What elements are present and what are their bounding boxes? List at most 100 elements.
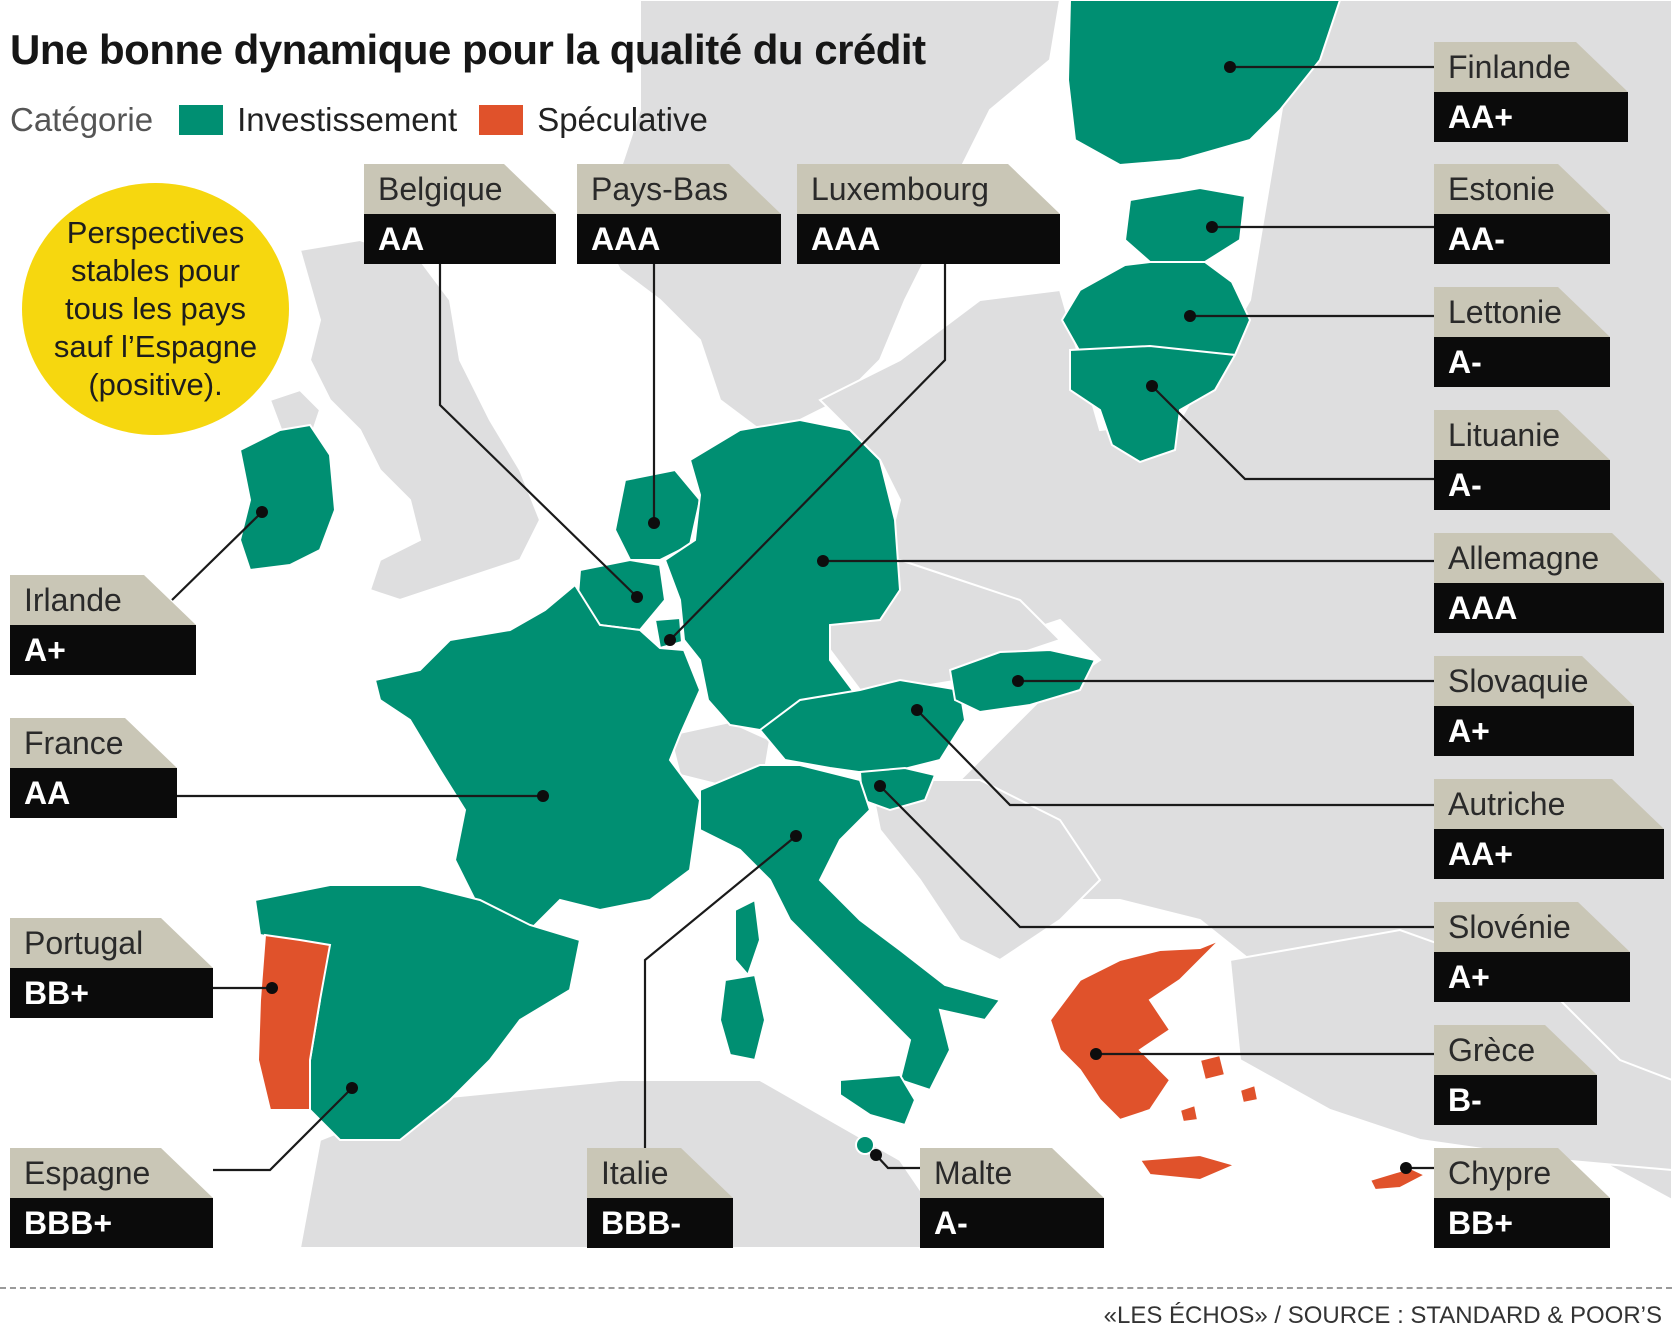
- leader-slovenie-dot: [874, 780, 886, 792]
- legend-text-speculative: Spéculative: [537, 101, 708, 138]
- investment-land: [238, 0, 1342, 1155]
- label-rating: A+: [1434, 952, 1630, 1002]
- label-name: Estonie: [1434, 164, 1610, 214]
- label-slovaquie: Slovaquie A+: [1434, 656, 1634, 756]
- legend-text-investment: Investissement: [237, 101, 458, 138]
- legend-item-speculative: Spéculative: [479, 101, 708, 139]
- label-name: Chypre: [1434, 1148, 1610, 1198]
- label-rating: A-: [920, 1198, 1104, 1248]
- label-rating: AAA: [577, 214, 781, 264]
- leader-finlande-dot: [1224, 61, 1236, 73]
- label-rating: AAA: [1434, 583, 1664, 633]
- shape-portugal: [256, 933, 332, 1111]
- map: Une bonne dynamique pour la qualité du c…: [10, 0, 1672, 1248]
- shape-malta: [855, 1135, 875, 1155]
- label-lettonie: Lettonie A-: [1434, 287, 1610, 387]
- leader-pays-bas-dot: [648, 517, 660, 529]
- label-rating: AA+: [1434, 92, 1628, 142]
- shape-greece: [1048, 939, 1221, 1122]
- label-name: Portugal: [10, 918, 213, 968]
- leader-slovaquie-dot: [1012, 675, 1024, 687]
- shape-sicily: [839, 1073, 917, 1127]
- label-name: Lettonie: [1434, 287, 1610, 337]
- outlook-note-text: Perspectives stables pour tous les pays …: [53, 215, 258, 402]
- label-name: Allemagne: [1434, 533, 1664, 583]
- outlook-note: Perspectives stables pour tous les pays …: [22, 183, 289, 435]
- shape-france: [373, 583, 702, 932]
- label-rating: A-: [1434, 337, 1610, 387]
- label-rating: AAA: [797, 214, 1060, 264]
- leader-portugal-dot: [266, 982, 278, 994]
- shape-finland: [1066, 0, 1342, 167]
- chart-title: Une bonne dynamique pour la qualité du c…: [10, 26, 926, 73]
- leader-irlande: [171, 511, 263, 601]
- label-name: Pays-Bas: [577, 164, 781, 214]
- label-italie: Italie BBB-: [587, 1148, 733, 1248]
- label-grece: Grèce B-: [1434, 1025, 1597, 1125]
- leader-belgique-dot: [631, 591, 643, 603]
- leader-espagne-dot: [346, 1082, 358, 1094]
- label-rating: BB+: [10, 968, 213, 1018]
- footer-divider: [0, 1287, 1672, 1289]
- leader-malte-dot: [870, 1149, 882, 1161]
- label-luxembourg: Luxembourg AAA: [797, 164, 1060, 264]
- label-rating: A+: [1434, 706, 1634, 756]
- shape-cyprus: [1368, 1166, 1428, 1192]
- leader-irlande-dot: [256, 506, 268, 518]
- leader-lituanie: [1151, 385, 1434, 481]
- label-finlande: Finlande AA+: [1434, 42, 1628, 142]
- label-rating: BB+: [1434, 1198, 1610, 1248]
- label-irlande: Irlande A+: [10, 575, 196, 675]
- label-portugal: Portugal BB+: [10, 918, 213, 1018]
- label-name: Slovénie: [1434, 902, 1630, 952]
- label-belgique: Belgique AA: [364, 164, 556, 264]
- label-name: Luxembourg: [797, 164, 1060, 214]
- label-rating: AA+: [1434, 829, 1664, 879]
- label-rating: BBB+: [10, 1198, 213, 1248]
- label-name: Finlande: [1434, 42, 1628, 92]
- shape-lithuania: [1069, 344, 1237, 464]
- shape-corsica: [734, 898, 762, 977]
- label-rating: AA-: [1434, 214, 1610, 264]
- leader-lines: [171, 65, 1434, 1172]
- label-rating: AA: [10, 768, 177, 818]
- leader-luxembourg-dot: [664, 634, 676, 646]
- label-name: Italie: [587, 1148, 733, 1198]
- label-name: France: [10, 718, 177, 768]
- leader-autriche: [916, 709, 1434, 807]
- legend: Catégorie Investissement Spéculative: [10, 100, 730, 140]
- leader-slovenie: [879, 785, 1434, 929]
- label-name: Malte: [920, 1148, 1104, 1198]
- label-pays-bas: Pays-Bas AAA: [577, 164, 781, 264]
- leader-autriche-dot: [911, 704, 923, 716]
- label-slovenie: Slovénie A+: [1434, 902, 1630, 1002]
- label-name: Lituanie: [1434, 410, 1610, 460]
- shape-austria: [758, 678, 967, 777]
- leader-belgique: [438, 264, 638, 598]
- leader-espagne: [213, 1087, 353, 1172]
- leader-lettonie-dot: [1184, 310, 1196, 322]
- label-malte: Malte A-: [920, 1148, 1104, 1248]
- label-rating: AA: [364, 214, 556, 264]
- label-rating: A+: [10, 625, 196, 675]
- shape-latvia: [1060, 261, 1252, 357]
- legend-swatch-investment: [179, 105, 224, 135]
- leader-luxembourg: [669, 264, 947, 641]
- label-autriche: Autriche AA+: [1434, 779, 1664, 879]
- label-lituanie: Lituanie A-: [1434, 410, 1610, 510]
- label-name: Belgique: [364, 164, 556, 214]
- label-name: Espagne: [10, 1148, 213, 1198]
- shape-crete: [1138, 1153, 1238, 1182]
- legend-item-investment: Investissement: [179, 101, 457, 139]
- label-estonie: Estonie AA-: [1434, 164, 1610, 264]
- label-rating: B-: [1434, 1075, 1597, 1125]
- shape-italy: [699, 764, 1002, 1092]
- leader-france-dot: [537, 790, 549, 802]
- legend-swatch-speculative: [479, 105, 524, 135]
- label-rating: A-: [1434, 460, 1610, 510]
- leader-allemagne-dot: [817, 555, 829, 567]
- label-name: Slovaquie: [1434, 656, 1634, 706]
- leader-estonie-dot: [1206, 221, 1218, 233]
- label-france: France AA: [10, 718, 177, 818]
- leader-dots: [256, 61, 1412, 1174]
